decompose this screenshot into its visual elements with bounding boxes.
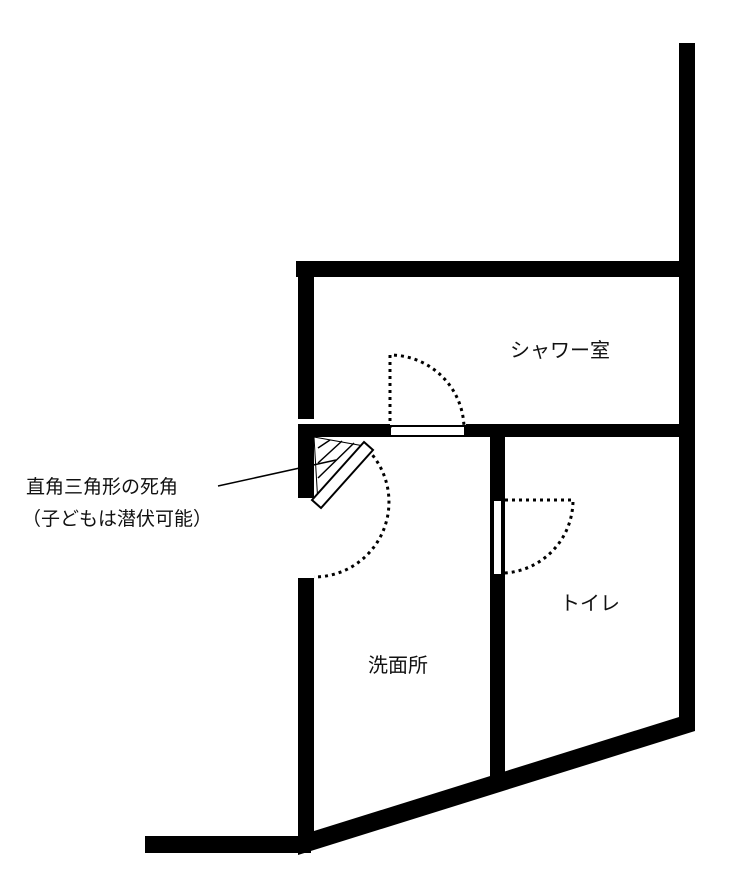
toilet-label: トイレ <box>560 591 620 615</box>
bottom-left-wall <box>145 836 311 853</box>
washroom-door <box>310 436 391 579</box>
blind-spot-annotation-line2: （子どもは潜伏可能） <box>22 508 212 530</box>
toilet-divider-wall <box>490 424 505 779</box>
toilet-door-swing-arc <box>504 498 575 575</box>
blind-spot-annotation-line1: 直角三角形の死角 <box>26 476 178 498</box>
toilet-door-panel <box>492 499 503 576</box>
left-wall-lower <box>298 578 314 843</box>
outer-right-wall <box>679 43 695 723</box>
shower-door-panel <box>389 425 466 437</box>
washroom-door-panel <box>310 440 375 510</box>
left-wall-stub <box>298 437 314 498</box>
shower-door-swing-arc <box>388 353 466 429</box>
shower-door <box>388 353 466 437</box>
shower-room-label: シャワー室 <box>510 338 610 362</box>
annotation-leader-line <box>217 459 337 487</box>
bottom-slanted-wall <box>298 712 695 855</box>
shower-bottom-wall-right <box>466 424 695 437</box>
left-wall-upper <box>298 261 314 419</box>
walls <box>145 43 695 855</box>
washroom-label: 洗面所 <box>368 653 428 677</box>
shower-bottom-wall-left <box>298 424 390 437</box>
shower-top-wall <box>296 261 695 277</box>
toilet-door <box>492 498 575 576</box>
